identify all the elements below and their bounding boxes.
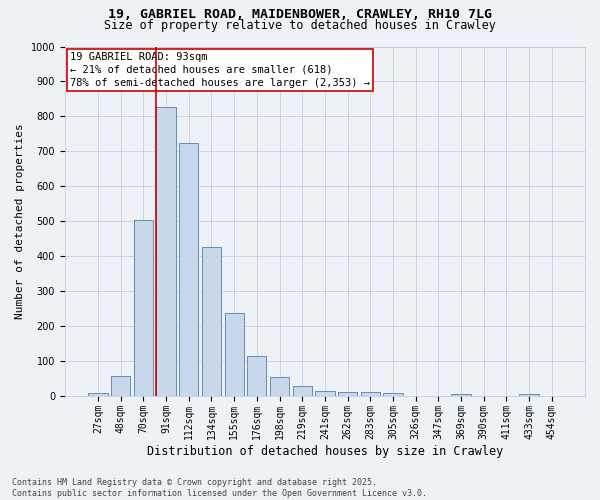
Bar (157, 106, 176, 396)
Text: Contains HM Land Registry data © Crown copyright and database right 2025.
Contai: Contains HM Land Registry data © Crown c… (12, 478, 427, 498)
Bar (451, 394, 470, 396)
Bar (202, 248, 221, 396)
Bar (134, 220, 153, 396)
Bar (270, 377, 289, 396)
Bar (520, 394, 539, 396)
Bar (88, 394, 108, 396)
Text: 19, GABRIEL ROAD, MAIDENBOWER, CRAWLEY, RH10 7LG: 19, GABRIEL ROAD, MAIDENBOWER, CRAWLEY, … (108, 8, 492, 20)
X-axis label: Distribution of detached houses by size in Crawley: Distribution of detached houses by size … (147, 444, 503, 458)
Y-axis label: Number of detached properties: Number of detached properties (15, 124, 25, 319)
Bar (338, 392, 357, 396)
Bar (383, 394, 403, 396)
Bar (247, 356, 266, 396)
Bar (224, 313, 244, 396)
Bar (179, 144, 199, 396)
Bar (111, 376, 130, 396)
Text: 19 GABRIEL ROAD: 93sqm
← 21% of detached houses are smaller (618)
78% of semi-de: 19 GABRIEL ROAD: 93sqm ← 21% of detached… (70, 52, 370, 88)
Bar (293, 386, 312, 396)
Text: Size of property relative to detached houses in Crawley: Size of property relative to detached ho… (104, 18, 496, 32)
Bar (315, 391, 335, 396)
Bar (361, 392, 380, 396)
